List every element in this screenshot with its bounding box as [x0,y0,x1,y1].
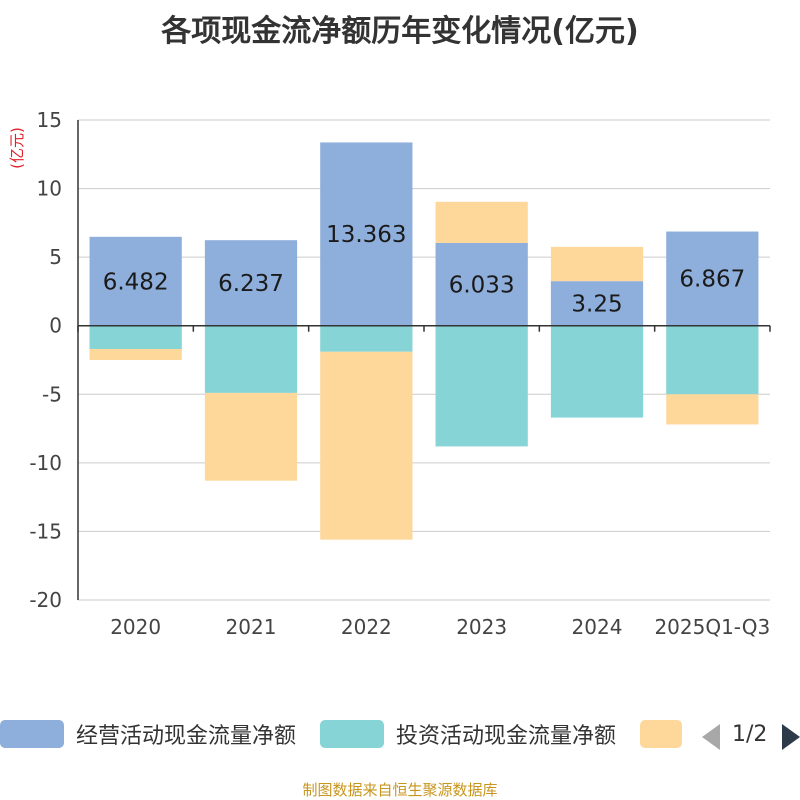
bar-series2-2022 [320,351,413,540]
bar-series2-2024 [550,246,644,282]
bar-series0-2023 [435,242,528,326]
bar-series2-2025Q1-Q3 [666,394,759,425]
bar-series0-2025Q1-Q3 [666,231,759,326]
y-tick-label: 15 [37,108,62,132]
bar-series1-2024 [550,325,644,418]
legend-swatch-operating [0,720,64,748]
bar-series0-2020 [89,236,182,326]
data-label: 6.033 [449,272,515,298]
source-footer: 制图数据来自恒生聚源数据库 [302,781,498,799]
y-tick-label: 0 [49,314,62,338]
bar-series2-2020 [89,349,182,360]
legend-item-operating[interactable]: 经营活动现金流量净额 [0,720,297,749]
y-tick-label: 5 [49,245,62,269]
x-tick-label: 2022 [341,615,392,639]
legend-page-indicator: 1/2 [732,722,768,747]
x-tick-label: 2020 [110,615,161,639]
y-tick-label: -20 [29,588,62,612]
data-label: 6.482 [103,269,169,295]
data-label: 13.363 [326,222,406,248]
y-tick-label: -5 [42,382,62,406]
data-label: 6.237 [218,271,284,297]
legend-swatch-financing [640,720,682,748]
legend-swatch-investing [320,720,384,748]
bar-series1-2022 [320,325,413,352]
bar-series0-2024 [550,281,644,326]
bar-series1-2020 [89,325,182,350]
y-axis-unit-label: (亿元) [8,127,26,169]
x-tick-label: 2025Q1-Q3 [654,615,770,639]
legend-item-financing[interactable] [640,720,694,748]
bar-series2-2021 [204,392,298,481]
x-tick-label: 2021 [226,615,277,639]
y-tick-label: -15 [29,519,62,543]
bar-series1-2023 [435,325,528,447]
data-label: 6.867 [679,267,745,293]
legend-label-investing: 投资活动现金流量净额 [396,724,617,749]
legend: 经营活动现金流量净额 投资活动现金流量净额 1/2 [0,714,800,754]
legend-prev-page-icon[interactable] [702,724,720,750]
legend-next-page-icon[interactable] [782,724,800,750]
x-tick-label: 2023 [456,615,507,639]
chart-plot: 15 10 5 0 -5 -10 -15 -20 (亿元) 6.482 6.237 13.363 6.0… [8,108,771,639]
legend-item-investing[interactable]: 投资活动现金流量净额 [320,720,617,749]
bar-series0-2021 [204,240,298,326]
legend-label-operating: 经营活动现金流量净额 [76,724,297,749]
bar-series1-2025Q1-Q3 [666,325,759,395]
x-tick-label: 2024 [572,615,623,639]
bar-series0-2022 [320,142,413,326]
data-label: 3.25 [571,291,622,317]
chart-title: 各项现金流净额历年变化情况(亿元) [161,14,639,49]
y-tick-label: -10 [29,451,62,475]
bar-series1-2021 [204,325,298,393]
bar-series2-2023 [435,201,528,243]
y-tick-label: 10 [37,177,62,201]
